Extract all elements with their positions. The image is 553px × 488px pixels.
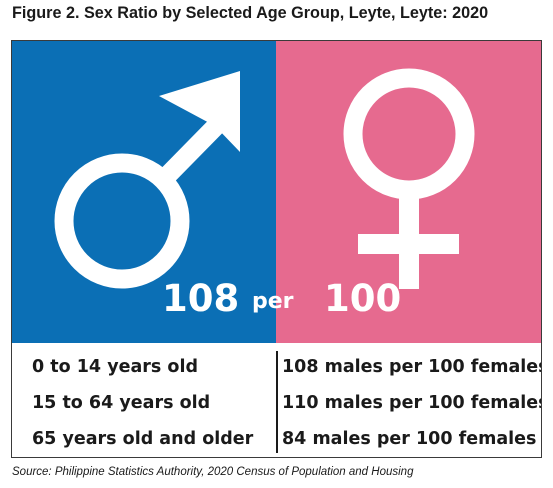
age-group-cell: 65 years old and older — [32, 429, 254, 449]
age-group-cell: 0 to 14 years old — [32, 357, 198, 377]
ratio-cell: 108 males per 100 females — [282, 357, 542, 377]
headline-ratio: 108 per 100 — [12, 277, 541, 327]
headline-per-word: per — [252, 289, 294, 314]
age-group-cell: 15 to 64 years old — [32, 393, 211, 413]
infographic-frame: 108 per 100 0 to 14 years old 108 males … — [11, 40, 542, 458]
figure-title: Figure 2. Sex Ratio by Selected Age Grou… — [12, 4, 489, 22]
ratio-table: 0 to 14 years old 108 males per 100 fema… — [12, 343, 541, 457]
headline-males-value: 108 — [162, 277, 240, 320]
female-panel — [276, 41, 541, 343]
column-divider — [276, 351, 278, 453]
male-symbol-icon — [54, 71, 240, 289]
ratio-cell: 110 males per 100 females — [282, 393, 542, 413]
female-symbol-icon — [343, 68, 475, 289]
source-note: Source: Philippine Statistics Authority,… — [12, 466, 414, 478]
ratio-cell: 84 males per 100 females — [282, 429, 537, 449]
male-panel — [12, 41, 276, 343]
headline-females-value: 100 — [324, 277, 402, 320]
